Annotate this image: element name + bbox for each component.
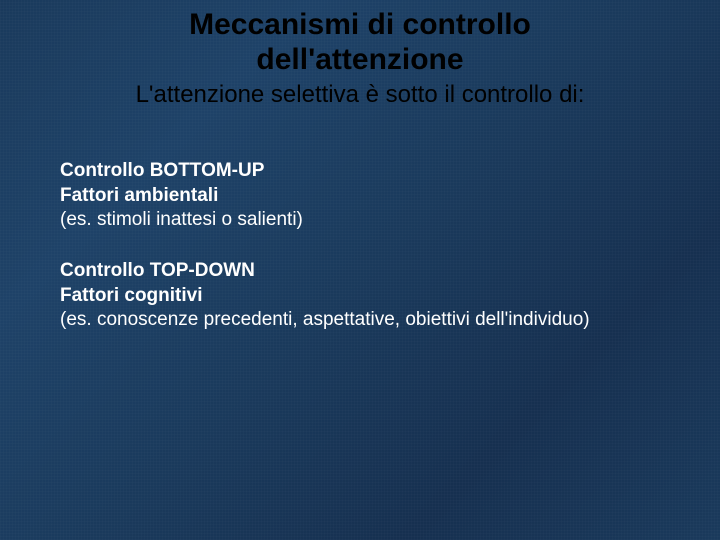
title-line2: dell'attenzione <box>256 43 463 76</box>
block-sub: Fattori ambientali <box>60 184 660 209</box>
slide: Meccanismi di controllo dell'attenzione … <box>0 0 720 540</box>
title-line1: Meccanismi di controllo <box>189 8 531 41</box>
block-heading: Controllo TOP-DOWN <box>60 259 660 284</box>
block-heading: Controllo BOTTOM-UP <box>60 159 660 184</box>
slide-title: Meccanismi di controllo dell'attenzione <box>0 0 720 77</box>
content-block: Controllo BOTTOM-UP Fattori ambientali (… <box>60 159 660 233</box>
block-detail: (es. conoscenze precedenti, aspettative,… <box>60 308 660 333</box>
block-detail: (es. stimoli inattesi o salienti) <box>60 208 660 233</box>
slide-subtitle: L'attenzione selettiva è sotto il contro… <box>0 81 720 109</box>
content-block: Controllo TOP-DOWN Fattori cognitivi (es… <box>60 259 660 333</box>
slide-body: Controllo BOTTOM-UP Fattori ambientali (… <box>0 109 720 333</box>
block-sub: Fattori cognitivi <box>60 284 660 309</box>
